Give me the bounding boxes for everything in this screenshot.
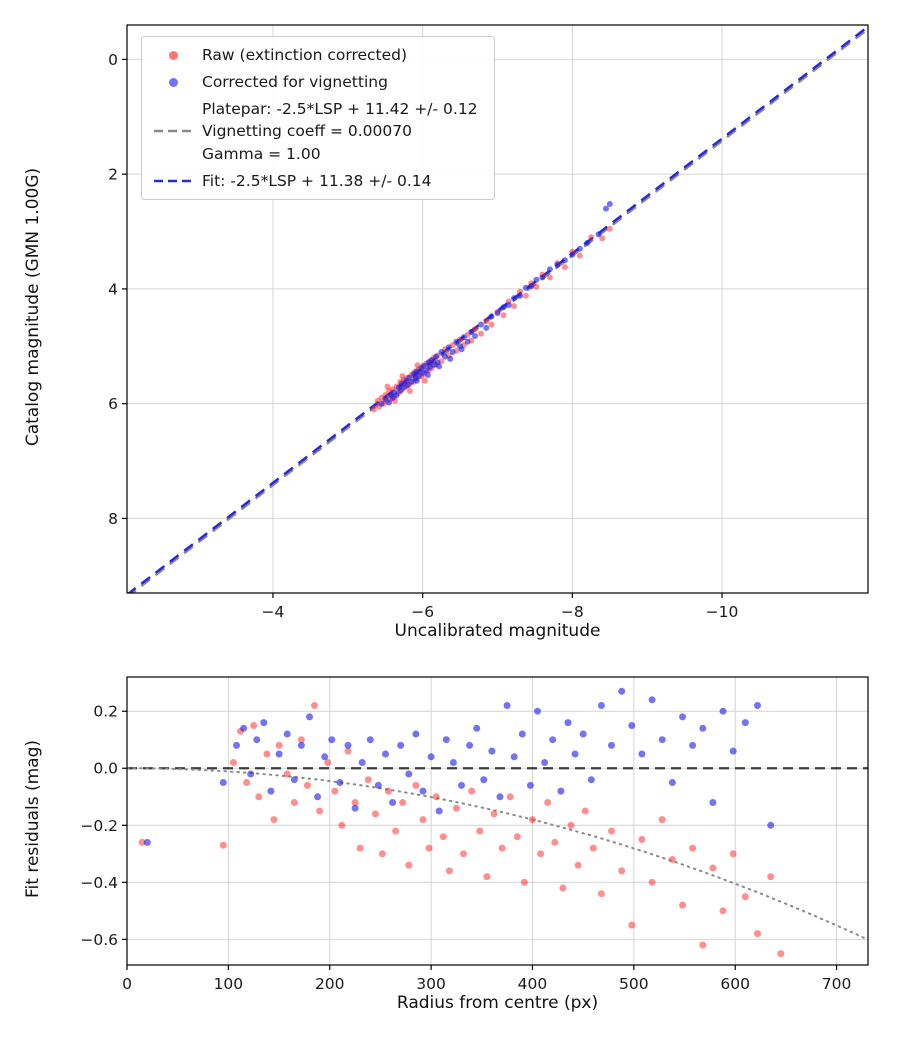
legend-entry-raw: Raw (extinction corrected) (152, 45, 478, 65)
bottom-yaxis-label: Fit residuals (mag) (23, 740, 43, 898)
legend-vignetting-label: Corrected for vignetting (202, 73, 388, 92)
legend-raw-label: Raw (extinction corrected) (202, 46, 408, 64)
svg-text:−8: −8 (561, 603, 584, 621)
svg-text:600: 600 (720, 975, 750, 993)
svg-text:0.0: 0.0 (93, 760, 118, 778)
svg-text:400: 400 (518, 975, 548, 993)
fit-dash-icon (154, 179, 192, 183)
svg-text:−6: −6 (411, 603, 434, 621)
legend-entry-vignetting: Corrected for vignetting (152, 72, 478, 92)
series-1-0 (138, 702, 785, 958)
svg-text:−4: −4 (262, 603, 285, 621)
svg-text:2: 2 (108, 166, 118, 184)
legend: Raw (extinction corrected) Corrected for… (141, 36, 495, 200)
svg-text:300: 300 (416, 975, 446, 993)
svg-text:200: 200 (315, 975, 345, 993)
svg-text:−10: −10 (706, 603, 739, 621)
plot-area-1 (127, 687, 868, 958)
svg-text:0: 0 (122, 975, 132, 993)
legend-platepar-line2: Vignetting coeff = 0.00070 (202, 122, 412, 141)
legend-entry-platepar: Platepar: -2.5*LSP + 11.42 +/- 0.12 Vign… (152, 99, 478, 163)
svg-text:4: 4 (108, 280, 118, 298)
plot-area-0 (127, 25, 868, 593)
legend-platepar-line1: Platepar: -2.5*LSP + 11.42 +/- 0.12 (202, 100, 478, 119)
svg-text:−0.6: −0.6 (80, 931, 118, 949)
top-yaxis-label: Catalog magnitude (GMN 1.00G) (23, 167, 43, 447)
svg-text:−0.4: −0.4 (80, 874, 118, 892)
legend-platepar-line3: Gamma = 1.00 (202, 144, 321, 163)
svg-text:0: 0 (108, 51, 118, 69)
svg-text:0.2: 0.2 (93, 703, 118, 721)
series-0-1 (378, 201, 613, 407)
legend-fit-label: Fit: -2.5*LSP + 11.38 +/- 0.14 (202, 171, 432, 190)
raw-dot-icon (168, 50, 178, 60)
legend-entry-fit: Fit: -2.5*LSP + 11.38 +/- 0.14 (152, 171, 478, 191)
svg-text:100: 100 (214, 975, 244, 993)
svg-text:−0.2: −0.2 (80, 817, 118, 835)
bottom-xaxis-label: Radius from centre (px) (396, 993, 599, 1013)
svg-text:6: 6 (108, 395, 118, 413)
series-1-1 (143, 687, 775, 846)
svg-text:700: 700 (822, 975, 852, 993)
platepar-dash-icon (154, 130, 192, 133)
svg-text:500: 500 (619, 975, 649, 993)
vignetting-dot-icon (168, 77, 178, 87)
top-xaxis-label: Uncalibrated magnitude (394, 621, 601, 641)
svg-text:8: 8 (108, 510, 118, 528)
